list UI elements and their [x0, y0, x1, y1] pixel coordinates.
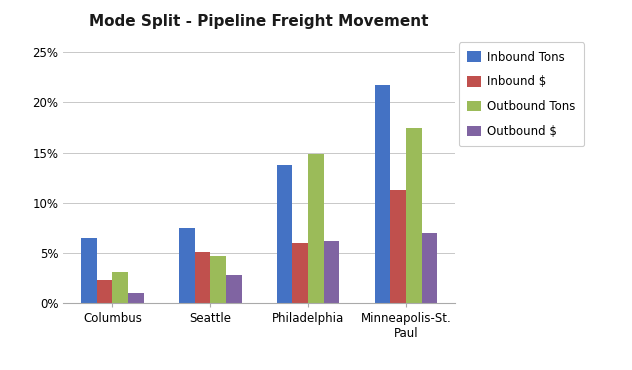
- Bar: [112, 272, 128, 303]
- Bar: [390, 190, 406, 303]
- Bar: [406, 128, 422, 303]
- Bar: [422, 233, 437, 303]
- Bar: [128, 293, 143, 303]
- Bar: [81, 238, 97, 303]
- Bar: [179, 228, 195, 303]
- Title: Mode Split - Pipeline Freight Movement: Mode Split - Pipeline Freight Movement: [89, 14, 429, 29]
- Bar: [308, 154, 324, 303]
- Bar: [210, 256, 226, 303]
- Bar: [195, 252, 210, 303]
- Bar: [293, 243, 308, 303]
- Legend: Inbound Tons, Inbound $, Outbound Tons, Outbound $: Inbound Tons, Inbound $, Outbound Tons, …: [459, 42, 584, 146]
- Bar: [375, 85, 390, 303]
- Bar: [324, 241, 339, 303]
- Bar: [226, 275, 241, 303]
- Bar: [97, 280, 112, 303]
- Bar: [277, 165, 293, 303]
